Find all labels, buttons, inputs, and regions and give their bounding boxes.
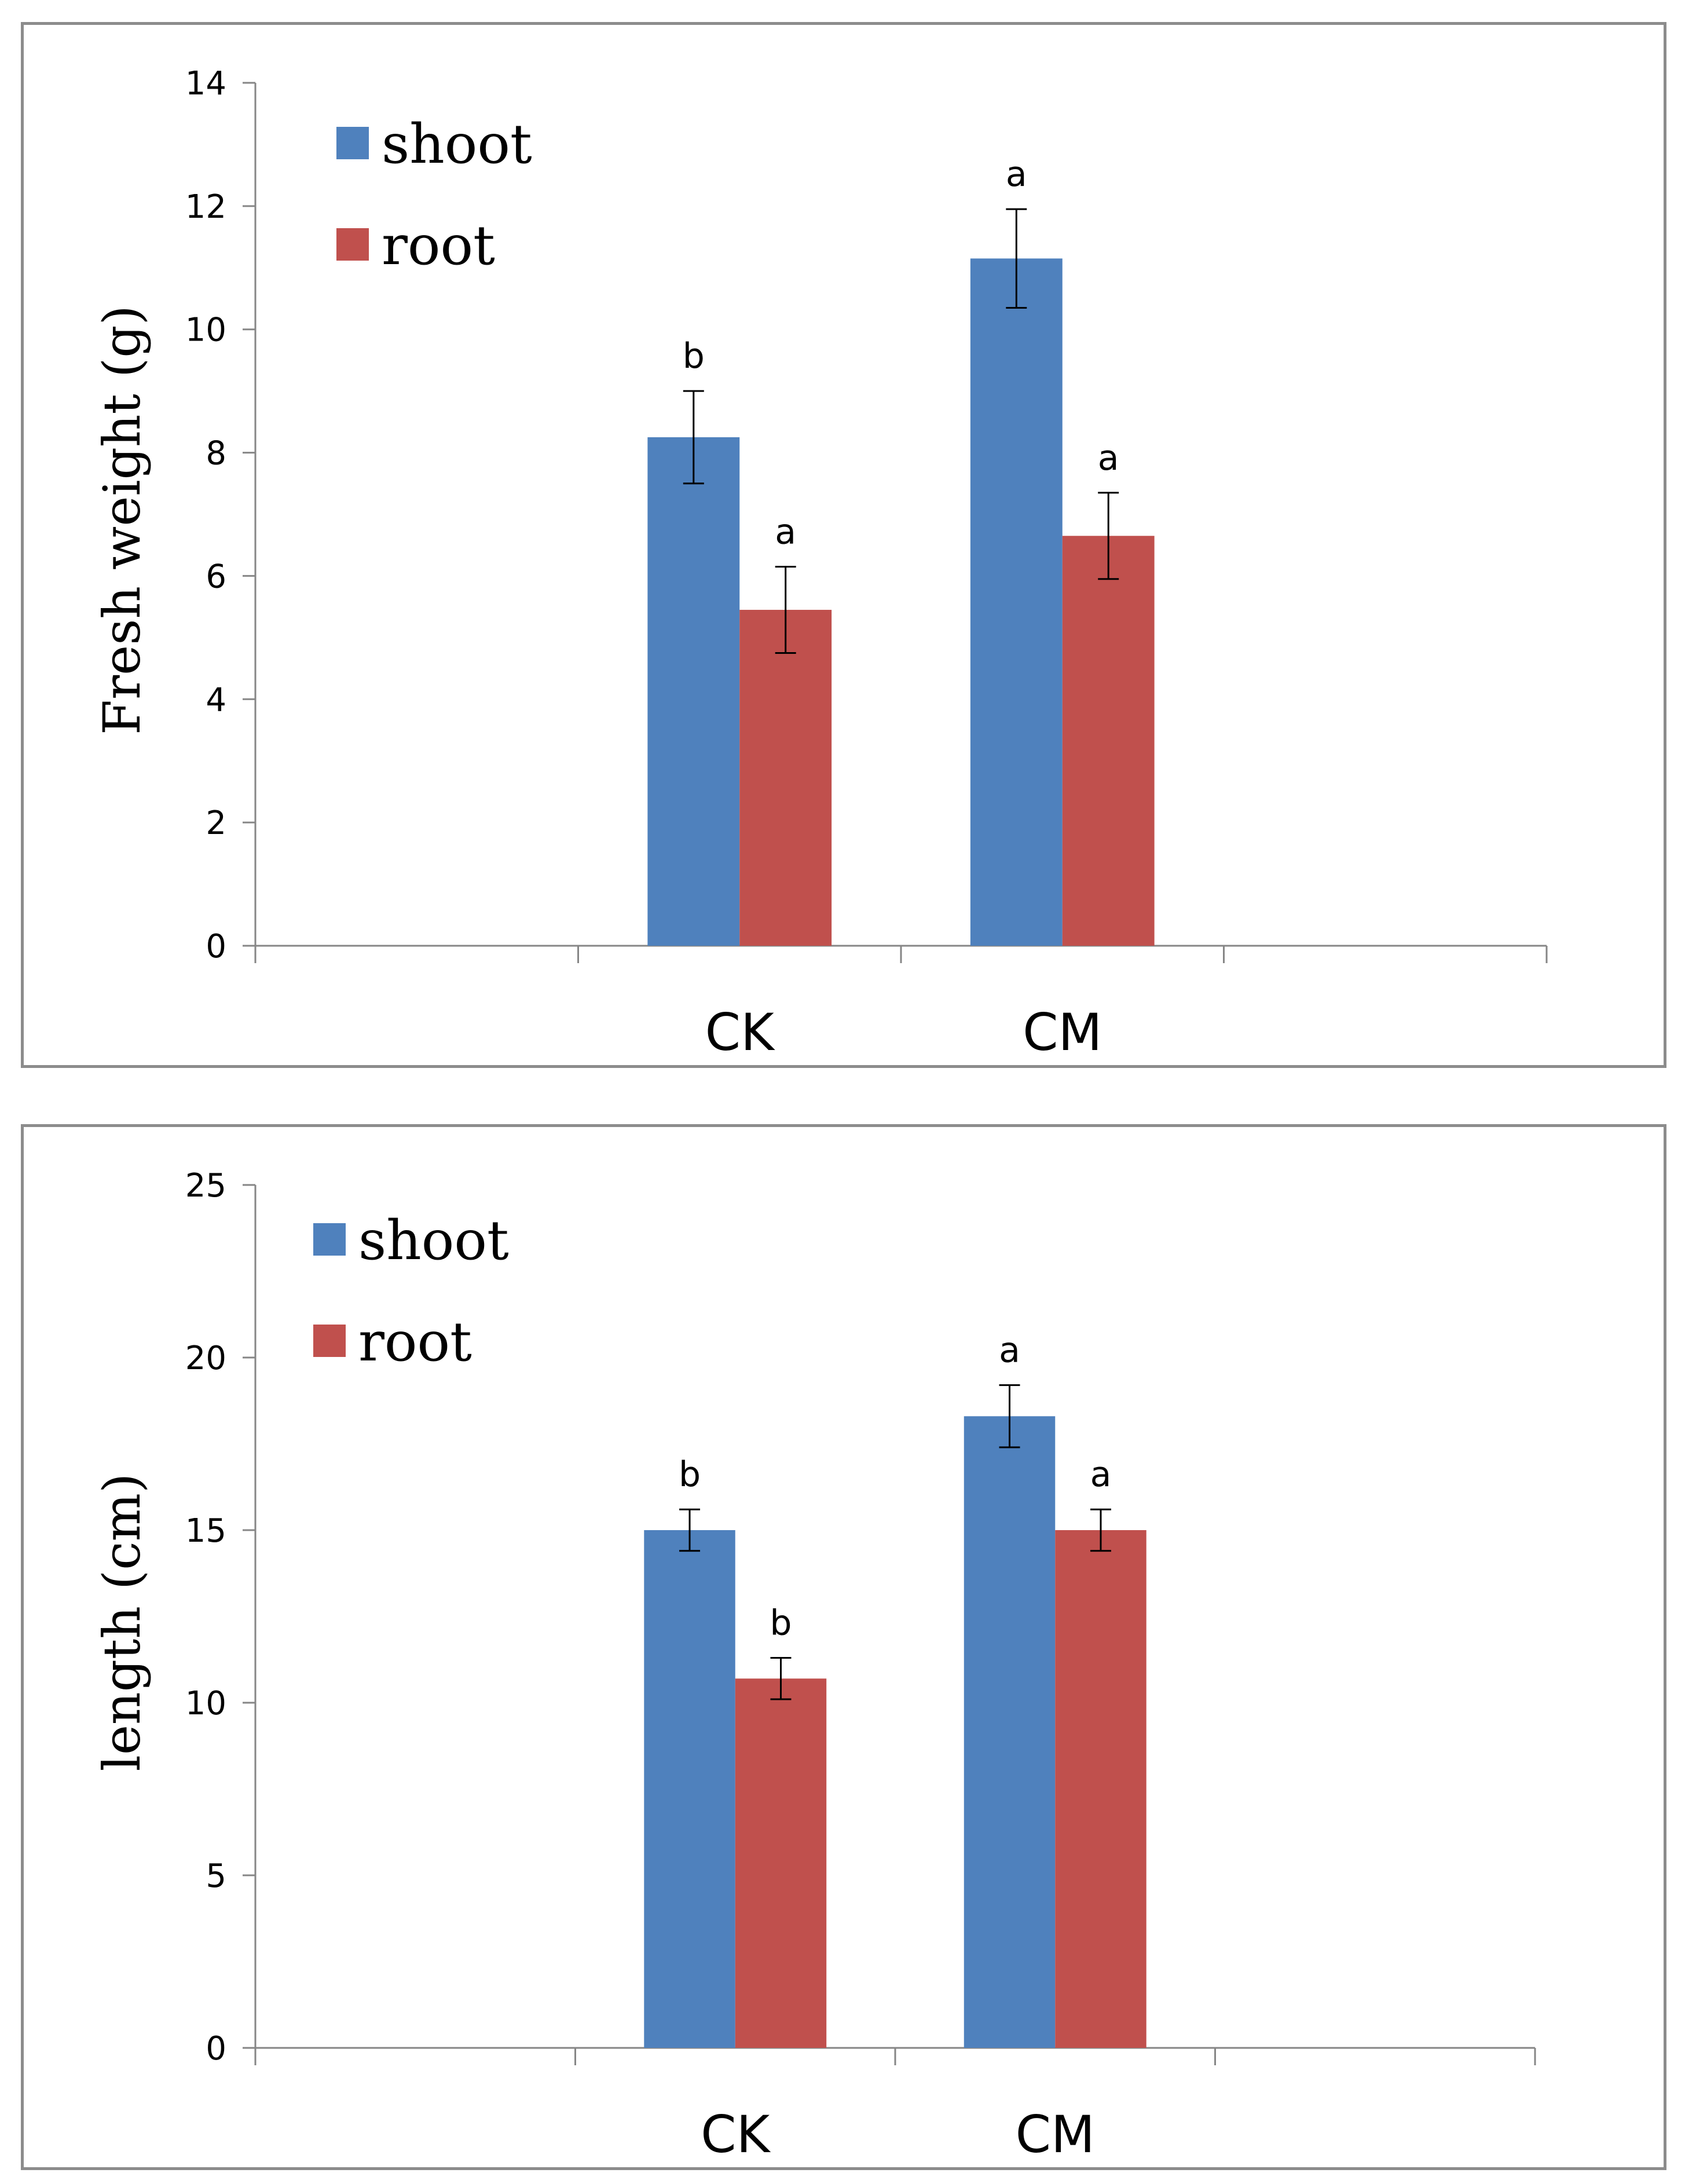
y-tick-label: 12 <box>185 188 226 226</box>
bar-shoot-ck <box>647 437 740 946</box>
bar-shoot-ck <box>644 1530 735 2048</box>
y-axis-title: length (cm) <box>92 1473 152 1772</box>
bar-root-cm <box>1055 1530 1146 2048</box>
significance-label-shoot-ck: b <box>679 1454 701 1495</box>
bar-root-cm <box>1062 536 1155 946</box>
significance-label-shoot-cm: a <box>1006 154 1027 195</box>
legend-swatch-root <box>313 1325 346 1357</box>
legend-label-root: root <box>358 1311 472 1374</box>
category-label-cm: CM <box>1023 1003 1102 1062</box>
category-label-ck: CK <box>701 2105 771 2164</box>
bar-root-ck <box>739 609 832 946</box>
y-tick-label: 10 <box>185 1685 226 1722</box>
chart-panel-fresh-weight: 0 2 4 6 8 10 12 14 CK CM Fresh weight (g) b a a a shoot… <box>21 22 1666 1068</box>
significance-label-shoot-cm: a <box>999 1330 1020 1371</box>
y-tick-label: 0 <box>206 2030 226 2068</box>
y-tick-label: 2 <box>206 804 226 842</box>
legend-label-root: root <box>382 214 495 277</box>
length-chart: 0 5 10 15 20 25 CK CM length (cm) b a b a shoot root <box>92 1167 1536 2164</box>
y-tick-label: 14 <box>185 65 226 103</box>
significance-label-root-ck: b <box>770 1603 792 1644</box>
category-label-cm: CM <box>1016 2105 1095 2164</box>
legend-swatch-shoot <box>336 127 369 159</box>
legend-label-shoot: shoot <box>358 1209 509 1272</box>
y-tick-label: 4 <box>206 681 226 719</box>
legend-swatch-root <box>336 228 369 261</box>
legend-swatch-shoot <box>313 1223 346 1256</box>
legend-label-shoot: shoot <box>382 113 532 176</box>
bar-root-ck <box>735 1678 827 2048</box>
y-axis-title: Fresh weight (g) <box>92 305 152 735</box>
significance-label-shoot-ck: b <box>683 336 705 376</box>
y-tick-label: 10 <box>185 312 226 349</box>
bar-shoot-cm <box>964 1416 1056 2048</box>
bar-shoot-cm <box>970 258 1063 946</box>
category-label-ck: CK <box>705 1003 775 1062</box>
significance-label-root-cm: a <box>1090 1454 1112 1495</box>
significance-label-root-ck: a <box>775 511 796 552</box>
y-tick-label: 6 <box>206 558 226 595</box>
significance-label-root-cm: a <box>1098 438 1119 478</box>
y-tick-label: 5 <box>206 1857 226 1895</box>
y-tick-label: 25 <box>185 1167 226 1205</box>
y-tick-label: 0 <box>206 928 226 965</box>
y-tick-label: 15 <box>185 1512 226 1550</box>
y-tick-label: 8 <box>206 435 226 473</box>
chart-panel-length: 0 5 10 15 20 25 CK CM length (cm) b a b a shoot root <box>21 1124 1666 2170</box>
fresh-weight-chart: 0 2 4 6 8 10 12 14 CK CM Fresh weight (g) b a a a shoot… <box>92 65 1548 1062</box>
y-tick-label: 20 <box>185 1340 226 1377</box>
